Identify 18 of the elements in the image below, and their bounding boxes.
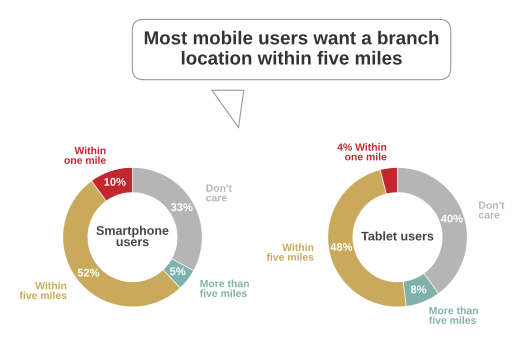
text: Most mobile users want a branch location within five miles: [144, 30, 438, 65]
data-label: 48%: [330, 243, 352, 251]
data-label: 33%: [170, 203, 193, 212]
slice-label: 4% Within one mile: [337, 143, 386, 160]
slice-label: More than five miles: [200, 280, 249, 297]
text: Tablet users: [361, 231, 434, 241]
slice-label: Within five miles: [20, 282, 67, 300]
data-label: 52%: [78, 268, 100, 277]
slice-label: Don't care: [478, 202, 504, 219]
data-label: 8%: [410, 285, 426, 294]
data-label: 10%: [104, 178, 126, 186]
slice-label: Within one mile: [64, 146, 106, 164]
slice-label: Within five miles: [266, 243, 314, 261]
text: Smartphone users: [96, 226, 169, 246]
data-label: 40%: [440, 214, 463, 222]
slice-label: More than five miles: [428, 306, 478, 324]
data-label: 5%: [170, 267, 186, 276]
slice-label: Don't care: [206, 184, 232, 202]
